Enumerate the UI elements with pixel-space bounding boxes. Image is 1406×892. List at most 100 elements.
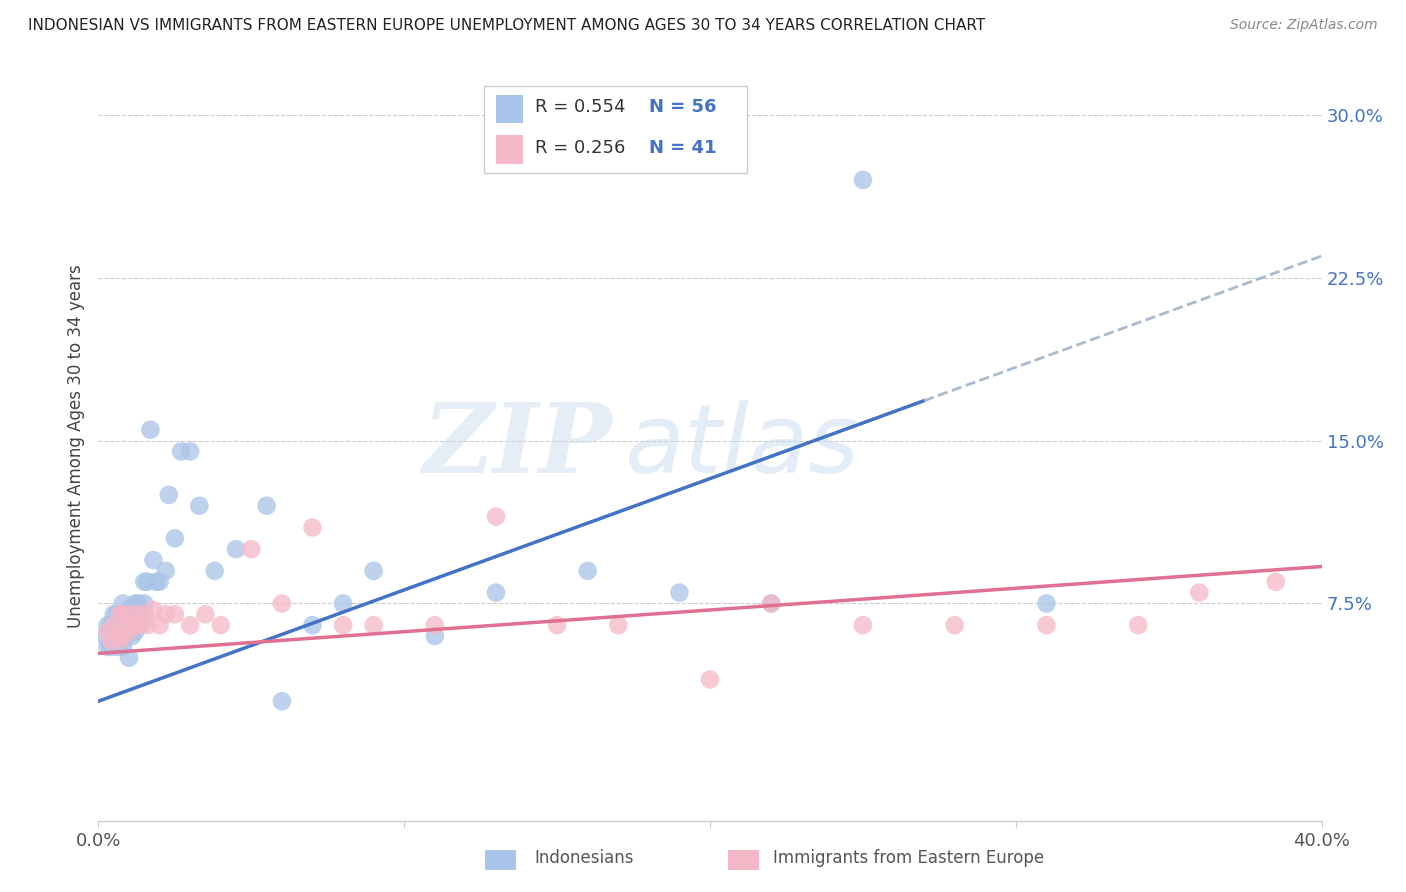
Point xyxy=(108,638,131,652)
Point xyxy=(943,618,966,632)
Point xyxy=(363,564,385,578)
Text: atlas: atlas xyxy=(624,400,859,492)
Point xyxy=(118,624,141,639)
Point xyxy=(121,607,143,622)
Point xyxy=(115,629,138,643)
Point xyxy=(111,629,134,643)
Point xyxy=(155,564,177,578)
Point xyxy=(225,542,247,557)
Point xyxy=(576,564,599,578)
Point xyxy=(256,499,278,513)
Point xyxy=(157,488,180,502)
Point xyxy=(759,597,782,611)
Point xyxy=(105,607,128,622)
Point xyxy=(108,607,131,622)
Point xyxy=(124,597,146,611)
Point xyxy=(134,574,156,589)
Point xyxy=(115,607,138,622)
Point xyxy=(108,607,131,622)
Point xyxy=(118,624,141,639)
Point xyxy=(97,618,120,632)
Point xyxy=(423,618,446,632)
Y-axis label: Unemployment Among Ages 30 to 34 years: Unemployment Among Ages 30 to 34 years xyxy=(66,264,84,628)
Text: N = 41: N = 41 xyxy=(648,138,717,156)
Point xyxy=(149,574,172,589)
Point xyxy=(163,531,186,545)
Point xyxy=(118,603,141,617)
Point xyxy=(270,597,292,611)
Point xyxy=(699,673,721,687)
Point xyxy=(103,633,125,648)
Point xyxy=(301,520,323,534)
Point xyxy=(93,629,115,643)
Point xyxy=(188,499,211,513)
Point xyxy=(105,629,128,643)
Text: N = 56: N = 56 xyxy=(648,98,717,116)
Point xyxy=(149,618,172,632)
Point xyxy=(118,607,141,622)
Point xyxy=(121,618,143,632)
Point xyxy=(103,607,125,622)
Point xyxy=(759,597,782,611)
Point xyxy=(179,618,201,632)
Point xyxy=(124,624,146,639)
Point xyxy=(136,574,159,589)
Point xyxy=(1188,585,1211,599)
Point xyxy=(607,618,630,632)
Text: INDONESIAN VS IMMIGRANTS FROM EASTERN EUROPE UNEMPLOYMENT AMONG AGES 30 TO 34 YE: INDONESIAN VS IMMIGRANTS FROM EASTERN EU… xyxy=(28,18,986,33)
Point xyxy=(118,650,141,665)
Point xyxy=(100,640,122,654)
Point xyxy=(134,597,156,611)
Point xyxy=(332,618,354,632)
Point xyxy=(108,618,131,632)
Point xyxy=(136,618,159,632)
Point xyxy=(105,640,128,654)
Point xyxy=(852,173,875,187)
Text: Source: ZipAtlas.com: Source: ZipAtlas.com xyxy=(1230,18,1378,32)
Point xyxy=(97,640,120,654)
Point xyxy=(124,618,146,632)
Text: R = 0.256: R = 0.256 xyxy=(536,138,626,156)
FancyBboxPatch shape xyxy=(484,87,747,172)
Point xyxy=(668,585,690,599)
Point xyxy=(423,629,446,643)
Point xyxy=(129,618,152,632)
Point xyxy=(1264,574,1286,589)
Point xyxy=(170,444,193,458)
Point xyxy=(127,607,149,622)
Point xyxy=(852,618,875,632)
Point xyxy=(127,618,149,632)
Point xyxy=(100,633,122,648)
Text: ZIP: ZIP xyxy=(423,399,612,493)
Point xyxy=(115,618,138,632)
Text: Immigrants from Eastern Europe: Immigrants from Eastern Europe xyxy=(773,849,1045,867)
Point xyxy=(103,618,125,632)
Point xyxy=(546,618,568,632)
Point xyxy=(111,607,134,622)
Point xyxy=(363,618,385,632)
Point xyxy=(145,574,167,589)
Point xyxy=(194,607,217,622)
Point xyxy=(100,618,122,632)
Point xyxy=(155,607,177,622)
Point xyxy=(1035,618,1057,632)
Point xyxy=(121,629,143,643)
Point xyxy=(163,607,186,622)
Point xyxy=(332,597,354,611)
Point xyxy=(485,509,508,524)
Point xyxy=(111,597,134,611)
Point xyxy=(179,444,201,458)
Point xyxy=(301,618,323,632)
Point xyxy=(1035,597,1057,611)
Point xyxy=(240,542,263,557)
Point xyxy=(139,423,162,437)
Point xyxy=(142,603,165,617)
Text: Indonesians: Indonesians xyxy=(534,849,634,867)
Point xyxy=(127,597,149,611)
Point xyxy=(209,618,232,632)
Point xyxy=(111,640,134,654)
Point xyxy=(485,585,508,599)
Bar xyxy=(496,136,523,164)
Point xyxy=(270,694,292,708)
Point xyxy=(142,553,165,567)
